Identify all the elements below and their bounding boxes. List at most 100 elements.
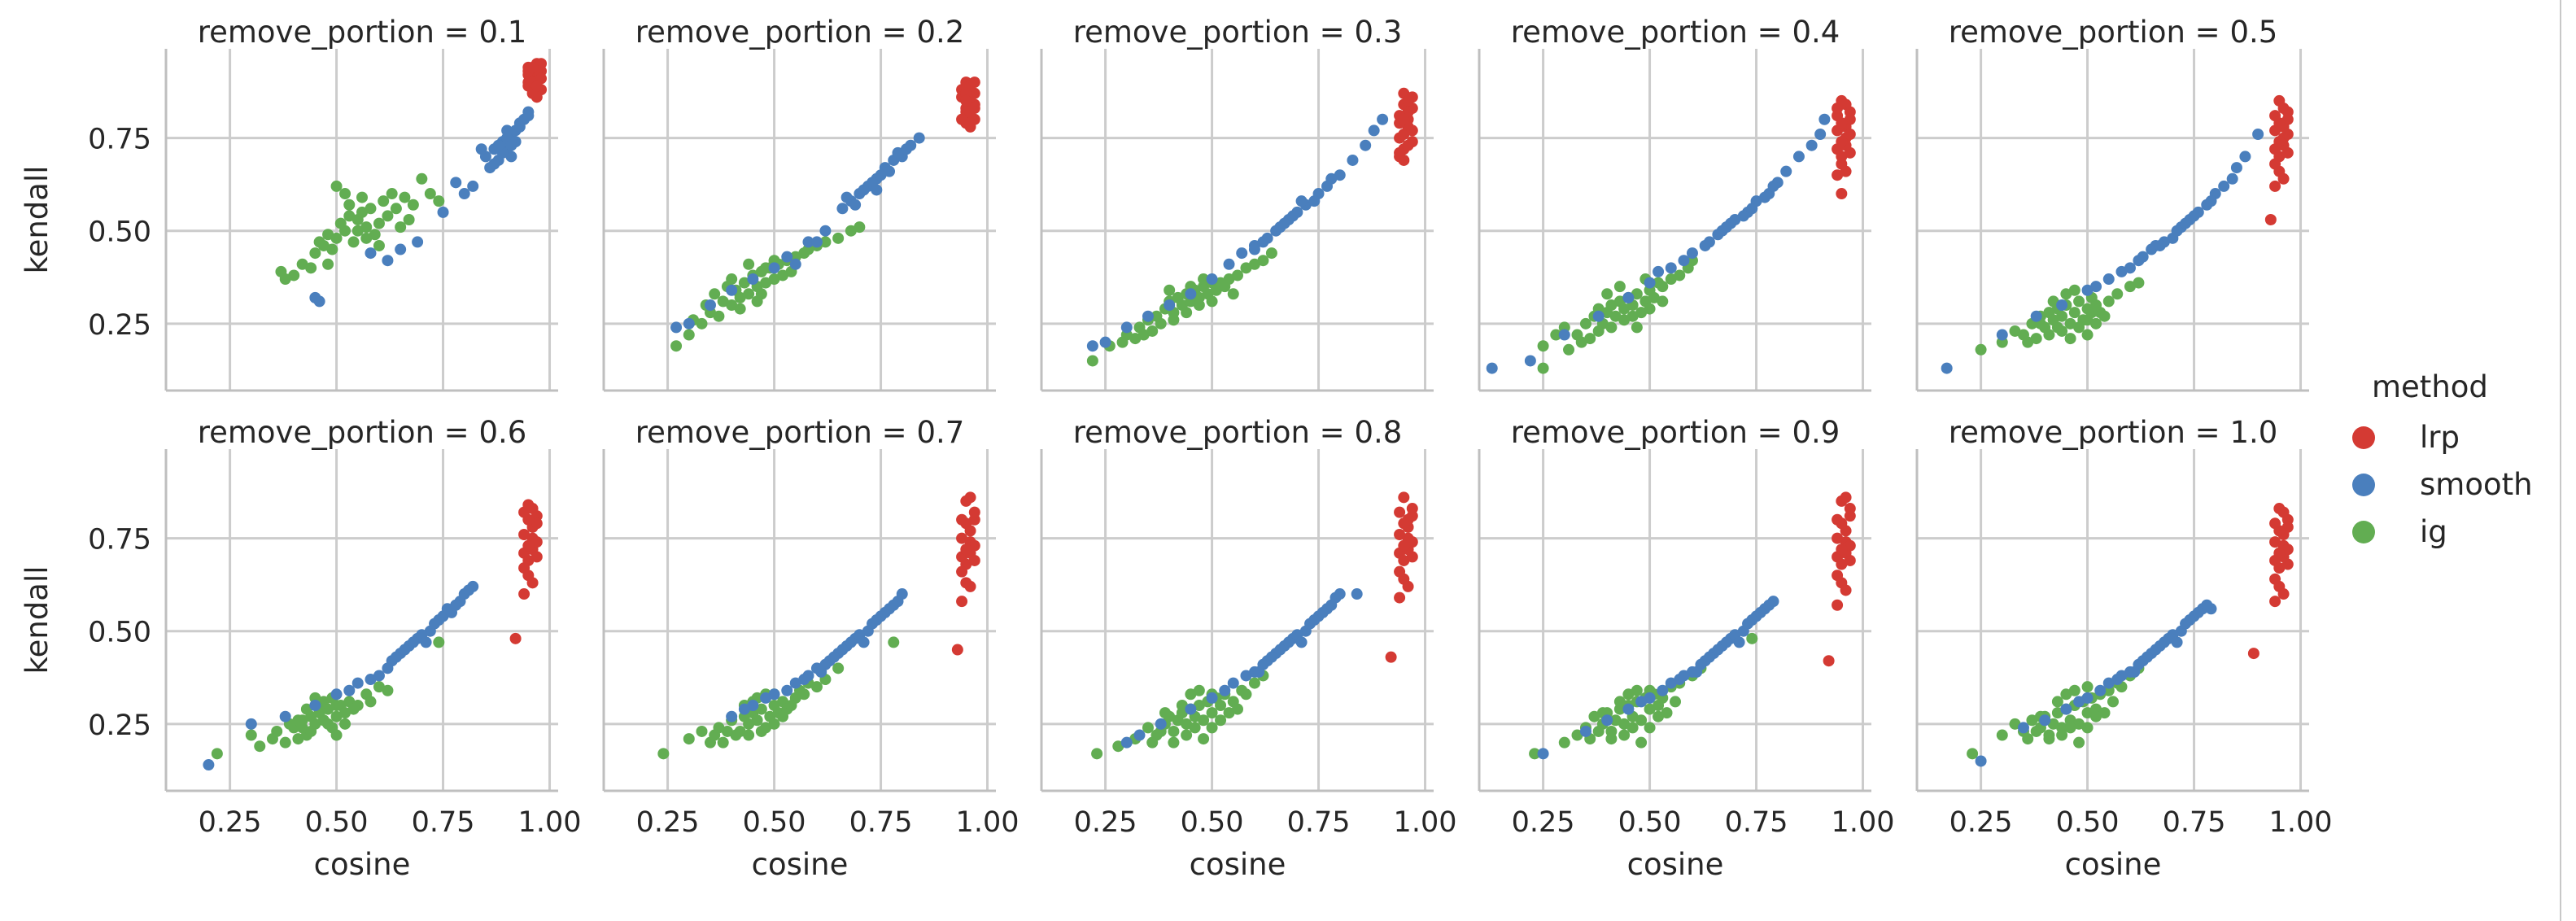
point-ig <box>2009 325 2021 337</box>
point-ig <box>271 725 283 737</box>
point-ig <box>832 232 845 244</box>
point-lrp <box>1836 117 1848 129</box>
point-ig <box>382 684 394 696</box>
x-tick-label: 0.25 <box>1949 806 2013 839</box>
point-smooth <box>1558 329 1570 341</box>
point-smooth <box>450 599 462 611</box>
point-ig <box>1661 707 1673 719</box>
point-ig <box>433 195 445 207</box>
legend-label-lrp: lrp <box>2420 420 2460 455</box>
point-ig <box>296 258 308 270</box>
point-smooth <box>1120 321 1133 334</box>
panel-title: remove_portion = 0.3 <box>1073 15 1403 50</box>
point-lrp <box>2277 103 2290 115</box>
point-ig <box>1215 714 1227 727</box>
x-tick-label: 1.00 <box>1832 806 1895 839</box>
point-ig <box>407 199 419 211</box>
point-lrp <box>968 554 980 566</box>
point-smooth <box>1206 692 1218 704</box>
point-ig <box>330 232 343 244</box>
point-ig <box>1176 700 1188 711</box>
point-ig <box>2030 333 2042 345</box>
point-ig <box>1168 314 1180 326</box>
point-lrp <box>956 113 968 125</box>
point-lrp <box>518 562 530 574</box>
point-lrp <box>1394 146 1406 159</box>
x-tick-label: 0.75 <box>412 806 475 839</box>
point-ig <box>211 748 223 760</box>
point-smooth <box>1674 674 1686 686</box>
point-ig <box>343 210 356 222</box>
point-ig <box>717 295 729 308</box>
x-tick-label: 0.75 <box>1725 806 1788 839</box>
point-ig <box>1601 288 1613 300</box>
point-ig <box>696 317 708 330</box>
point-ig <box>360 221 373 234</box>
point-ig <box>845 225 857 237</box>
point-smooth <box>1814 129 1827 140</box>
point-smooth <box>1164 299 1176 311</box>
point-smooth <box>437 206 449 218</box>
point-smooth <box>768 688 780 701</box>
point-smooth <box>1678 255 1690 267</box>
point-smooth <box>2239 151 2251 163</box>
point-ig <box>1605 733 1618 745</box>
point-lrp <box>2269 180 2281 192</box>
point-ig <box>2064 722 2076 734</box>
point-lrp <box>1406 536 1418 548</box>
point-lrp <box>530 551 543 563</box>
point-ig <box>279 736 291 749</box>
point-smooth <box>2158 636 2170 648</box>
point-ig <box>1206 722 1218 734</box>
point-ig <box>1198 733 1210 745</box>
point-ig <box>1091 748 1103 760</box>
point-lrp <box>1832 570 1844 582</box>
point-ig <box>1189 722 1201 734</box>
point-smooth <box>888 599 900 611</box>
point-smooth <box>1185 703 1197 715</box>
point-ig <box>2051 321 2063 334</box>
point-lrp <box>526 577 539 589</box>
point-smooth <box>879 606 891 618</box>
point-smooth <box>726 710 738 722</box>
point-ig <box>1746 632 1758 644</box>
point-smooth <box>789 677 801 689</box>
point-smooth <box>815 666 827 678</box>
point-smooth <box>2205 195 2217 207</box>
point-smooth <box>1377 113 1389 125</box>
x-tick-label: 0.50 <box>305 806 369 839</box>
point-ig <box>1137 329 1150 341</box>
point-smooth <box>2171 225 2183 237</box>
point-ig <box>1657 295 1669 308</box>
point-smooth <box>2128 666 2141 678</box>
point-ig <box>1112 740 1124 753</box>
point-smooth <box>884 165 896 177</box>
point-smooth <box>738 703 750 715</box>
point-smooth <box>343 684 356 696</box>
point-lrp <box>1844 129 1856 140</box>
point-smooth <box>1792 151 1805 163</box>
point-ig <box>743 729 755 741</box>
point-ig <box>1605 321 1618 334</box>
point-ig <box>734 291 746 303</box>
point-ig <box>1116 336 1129 348</box>
point-ig <box>373 681 385 693</box>
y-tick-label: 0.75 <box>88 524 151 557</box>
point-ig <box>2098 310 2111 322</box>
point-lrp <box>1840 165 1852 177</box>
point-ig <box>696 725 708 737</box>
point-smooth <box>2081 692 2094 704</box>
point-lrp <box>956 565 968 578</box>
point-smooth <box>1287 210 1299 222</box>
point-lrp <box>2269 573 2281 585</box>
y-axis-label: kendall <box>20 565 55 674</box>
x-tick-label: 0.25 <box>1512 806 1575 839</box>
point-smooth <box>1295 636 1308 648</box>
point-ig <box>1609 310 1622 322</box>
panel-2: remove_portion = 0.2 <box>602 15 996 392</box>
point-lrp <box>2273 547 2286 559</box>
x-tick-label: 0.50 <box>1618 806 1682 839</box>
point-smooth <box>1746 203 1758 215</box>
point-smooth <box>836 644 849 656</box>
point-smooth <box>395 243 407 255</box>
